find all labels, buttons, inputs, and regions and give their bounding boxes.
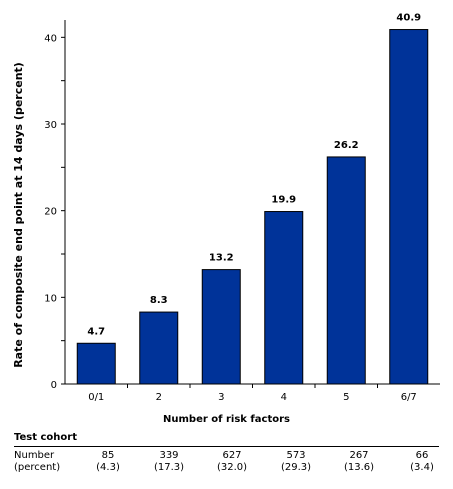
x-axis-label: Number of risk factors <box>163 414 290 425</box>
cell-percent: (29.3) <box>280 462 312 473</box>
cell-number: 573 <box>286 450 306 461</box>
bar <box>201 269 241 385</box>
bar <box>264 211 304 385</box>
table-cell: 267 (13.6) <box>329 450 389 474</box>
y-tick-label: 40 <box>44 33 57 44</box>
y-tick-label: 10 <box>44 293 57 304</box>
cell-number: 627 <box>222 450 242 461</box>
cell-number: 339 <box>159 450 179 461</box>
table-title: Test cohort <box>14 432 77 443</box>
table-cell: 339 (17.3) <box>139 450 199 474</box>
x-tick-label: 5 <box>343 392 349 403</box>
y-tick-label: 20 <box>44 207 57 218</box>
row-label: Number (percent) <box>14 450 60 474</box>
y-tick-label: 0 <box>51 380 57 391</box>
data-label: 40.9 <box>396 13 421 24</box>
chart-axes: 0 10 20 30 40 <box>44 20 440 391</box>
cell-percent: (3.4) <box>410 462 434 473</box>
y-tick-label: 30 <box>44 120 57 131</box>
data-label: 4.7 <box>87 326 105 337</box>
cell-percent: (32.0) <box>216 462 248 473</box>
data-label: 26.2 <box>334 140 359 151</box>
x-tick-label: 4 <box>281 392 287 403</box>
cell-percent: (17.3) <box>153 462 185 473</box>
data-label: 13.2 <box>209 253 234 264</box>
table-cell: 66 (3.4) <box>392 450 452 474</box>
bar <box>389 29 429 385</box>
table-cell: 573 (29.3) <box>266 450 326 474</box>
table-cell: 627 (32.0) <box>202 450 262 474</box>
bar-chart: 0 10 20 30 40 4.7 0/1 8.3 2 13.2 3 19.9 4 26.2 5 40.9 6… <box>12 13 440 403</box>
y-axis-label: Rate of composite end point at 14 days (… <box>12 62 25 368</box>
table-cell: 85 (4.3) <box>78 450 138 474</box>
cell-number: 267 <box>349 450 369 461</box>
cell-percent: (4.3) <box>96 462 120 473</box>
bar <box>76 342 116 385</box>
data-label: 19.9 <box>271 195 296 206</box>
bar <box>326 156 366 385</box>
row-label-percent: (percent) <box>14 462 61 473</box>
cell-number: 66 <box>415 450 429 461</box>
data-label: 8.3 <box>150 295 168 306</box>
x-tick-label: 2 <box>156 392 162 403</box>
chart-bars <box>76 29 429 385</box>
row-label-number: Number <box>14 450 55 461</box>
cell-number: 85 <box>101 450 115 461</box>
chart-labels: 4.7 0/1 8.3 2 13.2 3 19.9 4 26.2 5 40.9 6/7 <box>87 13 421 403</box>
bar <box>139 311 179 385</box>
table-divider <box>14 446 439 447</box>
x-tick-label: 6/7 <box>401 392 417 403</box>
cell-percent: (13.6) <box>343 462 375 473</box>
x-tick-label: 3 <box>218 392 224 403</box>
x-tick-label: 0/1 <box>88 392 104 403</box>
